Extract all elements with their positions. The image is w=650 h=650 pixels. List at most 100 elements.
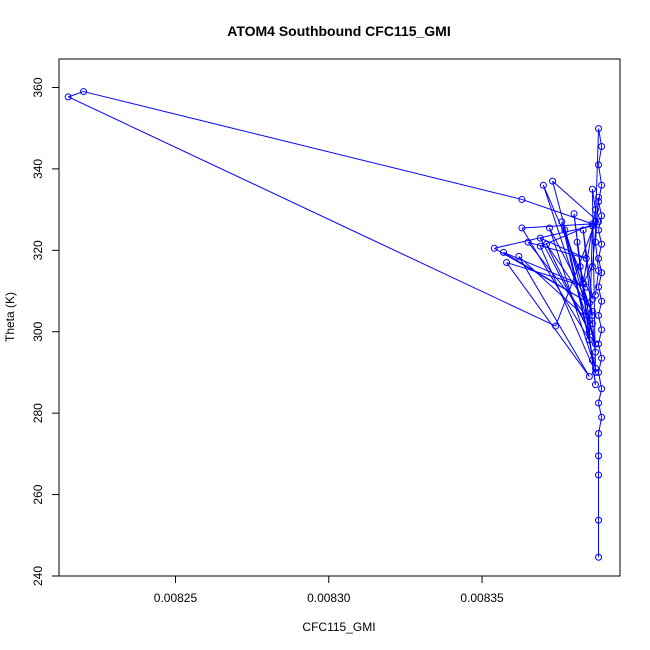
series-line-segment <box>503 251 590 304</box>
data-point <box>549 177 557 185</box>
data-point <box>595 283 603 291</box>
data-point <box>490 244 498 252</box>
series-line-segment <box>545 244 590 332</box>
data-point <box>588 185 596 193</box>
data-point <box>579 226 587 234</box>
series-line-segment <box>540 221 599 247</box>
series-line-segment <box>552 180 596 345</box>
data-point <box>598 240 606 248</box>
data-point <box>518 195 526 203</box>
data-point <box>595 226 603 234</box>
y-tick-label: 260 <box>31 484 45 504</box>
series-line-segment <box>68 91 84 98</box>
data-point <box>588 220 596 228</box>
x-axis-label: CFC115_GMI <box>302 620 375 634</box>
series-line-segment <box>549 227 596 369</box>
series-line-segment <box>542 185 596 345</box>
data-point <box>542 240 550 248</box>
series-line-segment <box>83 91 523 200</box>
plot-area-border <box>58 58 621 577</box>
data-point <box>539 181 547 189</box>
data-point <box>591 368 599 376</box>
data-point <box>595 340 603 348</box>
x-axis: 0.00825 0.00830 0.00835 <box>154 575 504 605</box>
data-point <box>598 143 606 151</box>
data-point <box>591 364 599 372</box>
series-lines <box>67 91 603 558</box>
data-point <box>500 248 508 256</box>
data-point <box>598 326 606 334</box>
y-tick-label: 280 <box>31 403 45 423</box>
data-point <box>536 234 544 242</box>
data-point <box>591 291 599 299</box>
series-line-segment <box>521 198 593 225</box>
data-point <box>585 328 593 336</box>
data-point <box>598 385 606 393</box>
data-point <box>588 320 596 328</box>
series-line-segment <box>598 201 603 216</box>
data-point <box>64 93 72 101</box>
series-points <box>64 88 606 561</box>
series-line-segment <box>518 256 590 377</box>
data-point <box>591 381 599 389</box>
data-point <box>524 238 532 246</box>
data-point <box>552 322 560 330</box>
data-point <box>588 356 596 364</box>
data-point <box>561 226 569 234</box>
data-point <box>591 348 599 356</box>
data-point <box>595 161 603 169</box>
data-point <box>595 553 603 561</box>
data-point <box>558 218 566 226</box>
data-point <box>591 206 599 214</box>
series-line-segment <box>582 229 593 300</box>
data-point <box>595 193 603 201</box>
y-tick-label: 360 <box>31 77 45 97</box>
y-tick-label: 320 <box>31 240 45 260</box>
series-line-segment <box>598 358 603 373</box>
series-line-segment <box>594 270 600 296</box>
data-point <box>595 197 603 205</box>
series-line-segment <box>67 96 556 327</box>
data-point <box>585 336 593 344</box>
x-tick-label: 0.00825 <box>154 591 198 605</box>
data-point <box>573 238 581 246</box>
data-point <box>598 354 606 362</box>
data-point <box>588 307 596 315</box>
data-point <box>570 210 578 218</box>
series-line-segment <box>598 229 603 245</box>
data-point <box>515 252 523 260</box>
series-line-segment <box>506 262 590 377</box>
data-point <box>536 242 544 250</box>
series-line-segment <box>582 209 596 283</box>
series-line-segment <box>598 215 603 231</box>
data-point <box>595 452 603 460</box>
data-point <box>595 471 603 479</box>
series-line-segment <box>503 251 587 288</box>
data-point <box>588 222 596 230</box>
series-line-segment <box>598 315 603 330</box>
data-point <box>588 311 596 319</box>
x-tick-label: 0.00830 <box>307 591 351 605</box>
y-tick-label: 240 <box>31 566 45 586</box>
data-point <box>80 88 88 96</box>
data-point <box>582 254 590 262</box>
data-point <box>585 373 593 381</box>
series-line-segment <box>598 272 603 288</box>
data-point <box>576 263 584 271</box>
series-line-segment <box>579 266 596 353</box>
series-line-segment <box>564 229 590 340</box>
data-point <box>595 516 603 524</box>
series-line-segment <box>552 180 599 223</box>
data-point <box>595 218 603 226</box>
series-line-segment <box>594 242 600 271</box>
data-point <box>595 430 603 438</box>
data-point <box>598 413 606 421</box>
data-point <box>598 297 606 305</box>
y-axis: 240 260 280 300 320 340 360 <box>31 77 60 586</box>
series-line-segment <box>539 246 596 373</box>
data-point <box>595 125 603 133</box>
data-point <box>595 254 603 262</box>
series-line-segment <box>598 388 603 404</box>
series-line-segment <box>598 402 603 418</box>
y-tick-label: 300 <box>31 321 45 341</box>
